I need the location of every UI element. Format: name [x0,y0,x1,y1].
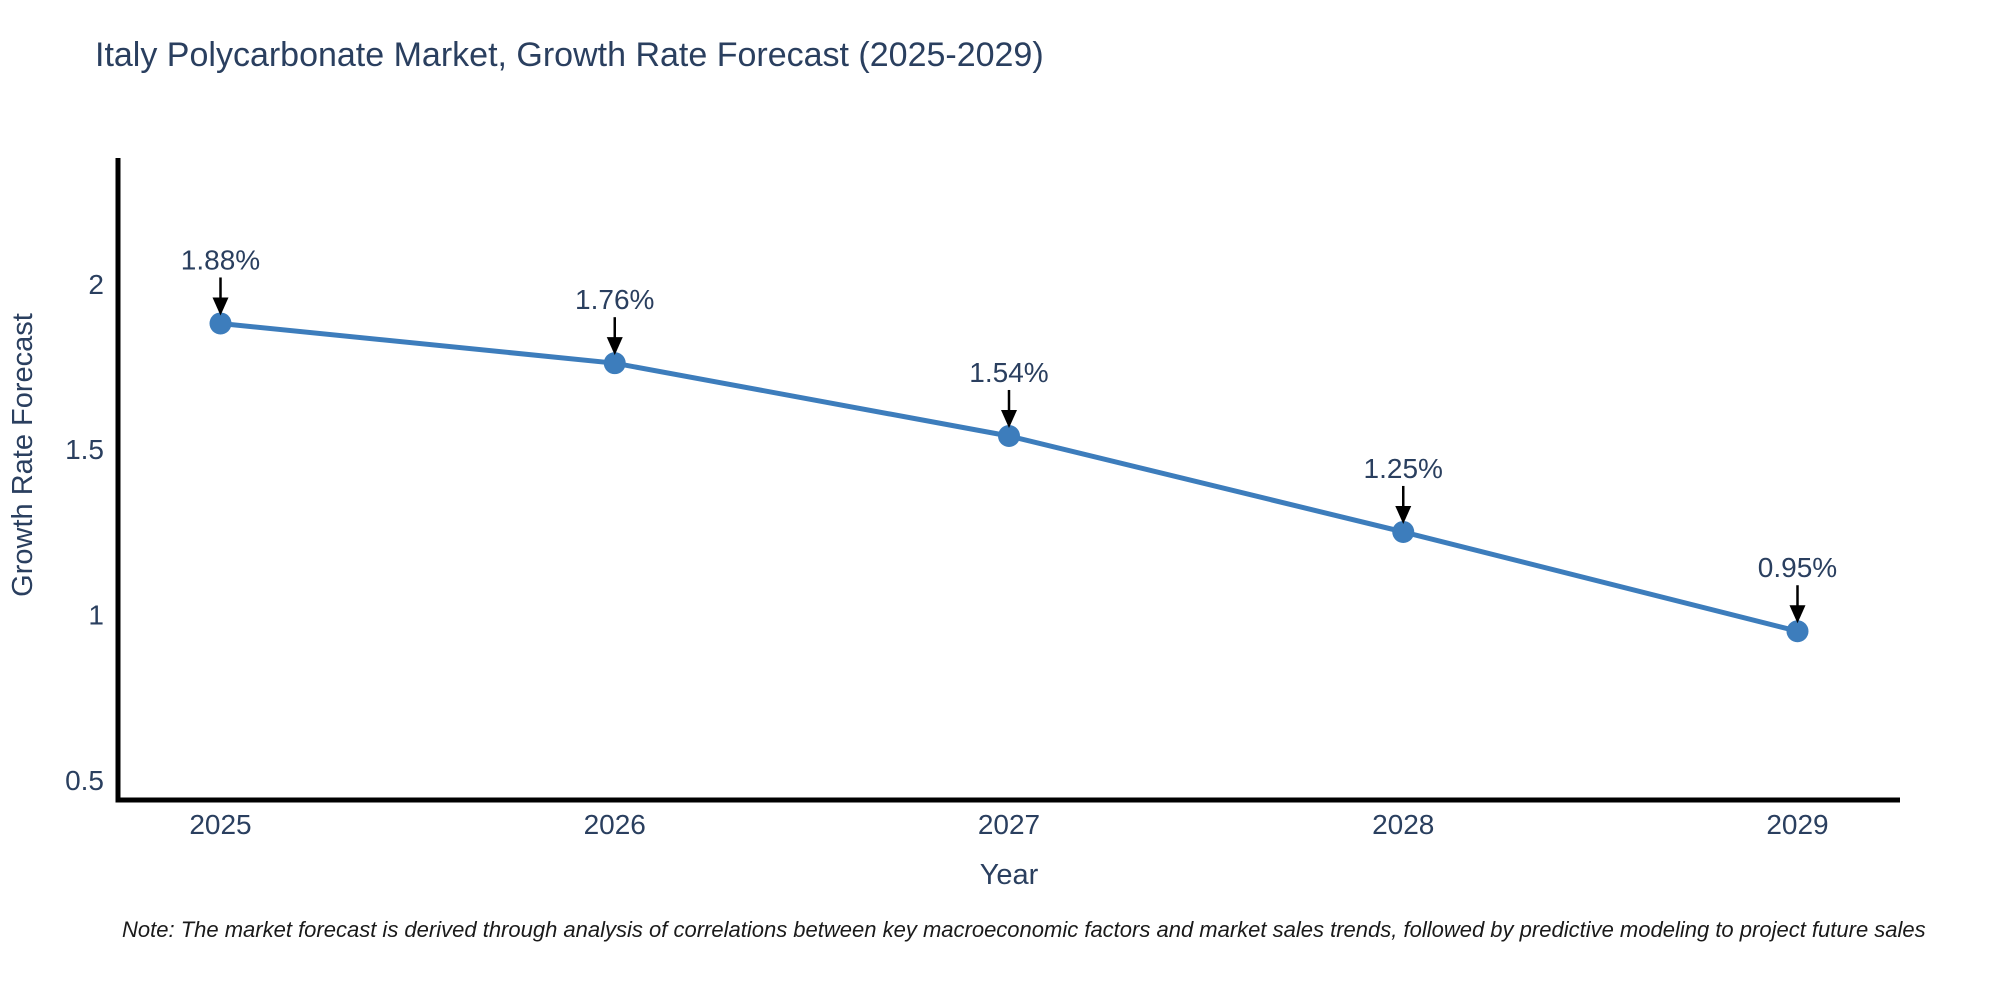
marker-2027[interactable] [998,424,1020,447]
axes-layer [115,158,1900,803]
marker-2026[interactable] [603,352,626,375]
y-tick-2: 2 [88,269,104,300]
x-axis-title: Year [980,859,1039,891]
annotation-arrowhead [1395,505,1412,524]
marker-2025[interactable] [209,312,232,335]
y-tick-1.5: 1.5 [65,434,104,465]
y-tick-1: 1 [88,600,104,631]
marker-2029[interactable] [1786,620,1809,643]
plot-area[interactable] [118,158,1900,800]
marker-2028[interactable] [1392,520,1415,543]
annotation-2025: 1.88% [181,244,260,275]
annotation-2027: 1.54% [969,357,1048,388]
annotation-arrowhead [212,297,229,316]
y-tick-0.5: 0.5 [65,765,104,796]
chart-title: Italy Polycarbonate Market, Growth Rate … [95,36,1044,74]
x-tick-2028: 2028 [1372,809,1434,840]
annotation-2026: 1.76% [575,284,654,315]
x-tick-2029: 2029 [1766,809,1828,840]
annotation-2028: 1.25% [1364,453,1443,484]
y-axis-title: Growth Rate Forecast [7,313,39,597]
series-layer [209,312,1809,643]
footnote: Note: The market forecast is derived thr… [122,917,1926,942]
annotations-layer: 1.88% 1.76% 1.54% 1.25% 0.95% [181,244,1837,624]
annotation-arrowhead [606,337,623,356]
annotation-arrowhead [1001,409,1017,428]
x-tick-2027: 2027 [978,809,1040,840]
annotation-arrowhead [1789,605,1806,624]
x-tick-2025: 2025 [189,809,251,840]
annotation-2029: 0.95% [1758,552,1837,583]
x-tick-2026: 2026 [584,809,646,840]
tick-labels-layer: 0.5 1 1.5 2 2025 2026 2027 2028 2029 [65,269,1829,840]
